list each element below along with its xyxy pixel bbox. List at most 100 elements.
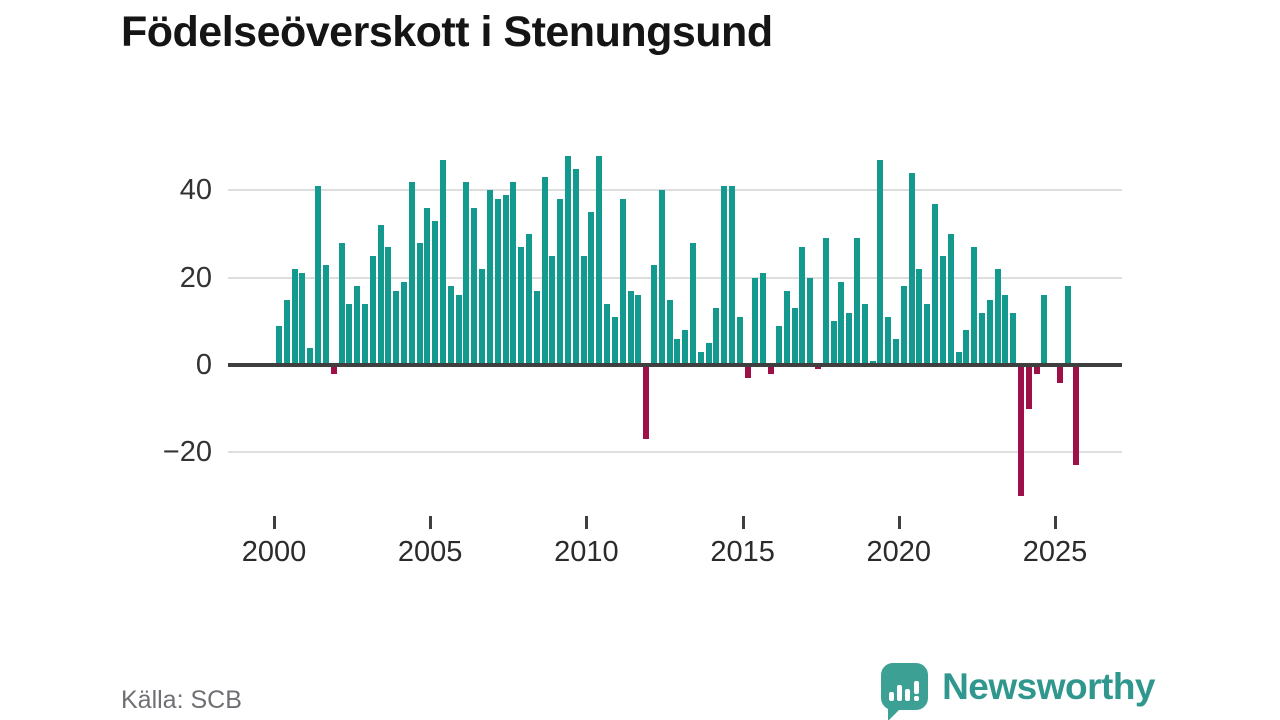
bar-chart-icon bbox=[889, 681, 920, 701]
bar-2012-q2 bbox=[658, 190, 665, 365]
bar-2013-q4 bbox=[705, 343, 712, 365]
bar-2008-q2 bbox=[533, 290, 540, 365]
y-axis-label-20: 20 bbox=[179, 261, 212, 294]
bar-2013-q1 bbox=[682, 330, 689, 365]
bar-2024-q3 bbox=[1041, 295, 1048, 365]
logo-bar-1 bbox=[889, 692, 895, 701]
bar-2025-q2 bbox=[1064, 286, 1071, 365]
bar-2012-q4 bbox=[674, 338, 681, 365]
bar-2005-q1 bbox=[432, 221, 439, 365]
bar-2016-q4 bbox=[799, 247, 806, 365]
x-tick-2005 bbox=[429, 516, 433, 529]
bar-2020-q3 bbox=[916, 269, 923, 365]
bar-2008-q3 bbox=[541, 177, 548, 365]
bar-2021-q4 bbox=[955, 351, 962, 365]
bar-2011-q4 bbox=[643, 365, 650, 440]
y-axis-label-40: 40 bbox=[179, 174, 212, 207]
bar-2006-q4 bbox=[486, 190, 493, 365]
bar-2022-q3 bbox=[978, 312, 985, 365]
bar-2014-q3 bbox=[729, 186, 735, 365]
x-tick-2000 bbox=[273, 516, 276, 529]
logo-bar-3 bbox=[905, 689, 911, 701]
x-tick-2025 bbox=[1054, 516, 1057, 529]
bar-2003-q3 bbox=[385, 247, 392, 365]
bar-2004-q4 bbox=[424, 207, 431, 365]
bar-2008-q1 bbox=[525, 234, 532, 365]
bar-2023-q1 bbox=[994, 269, 1001, 365]
chart-title: Födelseöverskott i Stenungsund bbox=[121, 8, 773, 56]
bar-2016-q1 bbox=[775, 325, 782, 365]
bar-2012-q1 bbox=[650, 264, 657, 365]
x-axis-label-2000: 2000 bbox=[241, 536, 307, 568]
bar-2007-q4 bbox=[518, 247, 525, 365]
bar-2009-q2 bbox=[565, 155, 571, 365]
newsworthy-logo: Newsworthy bbox=[881, 663, 1155, 720]
bar-2023-q2 bbox=[1002, 295, 1009, 365]
bar-2012-q3 bbox=[666, 299, 673, 365]
bar-2024-q2 bbox=[1033, 365, 1040, 374]
bar-2002-q2 bbox=[346, 303, 353, 365]
bar-2018-q3 bbox=[853, 238, 860, 365]
bar-2010-q2 bbox=[596, 155, 603, 365]
bar-2013-q2 bbox=[689, 242, 696, 365]
bar-2004-q2 bbox=[408, 181, 415, 365]
bar-2023-q4 bbox=[1017, 365, 1024, 496]
bar-2020-q1 bbox=[900, 286, 907, 365]
bar-2006-q1 bbox=[463, 181, 470, 365]
x-axis-label-2020: 2020 bbox=[866, 536, 932, 568]
x-axis-label-2005: 2005 bbox=[397, 536, 463, 568]
bar-2014-q2 bbox=[721, 186, 728, 365]
bar-2015-q4 bbox=[768, 365, 774, 374]
bar-2001-q1 bbox=[307, 347, 314, 365]
gridline-−20 bbox=[228, 451, 1122, 454]
y-axis-label-0: 0 bbox=[195, 349, 212, 381]
x-axis-label-2010: 2010 bbox=[554, 536, 619, 568]
bar-2006-q2 bbox=[471, 207, 478, 365]
exclamation-dot bbox=[914, 696, 920, 701]
bar-2014-q1 bbox=[713, 308, 720, 365]
exclamation-icon bbox=[914, 681, 920, 701]
bar-2005-q2 bbox=[440, 159, 446, 365]
bar-2003-q4 bbox=[393, 290, 400, 365]
bar-2007-q1 bbox=[494, 199, 501, 365]
bar-2011-q1 bbox=[619, 199, 626, 365]
x-tick-2020 bbox=[897, 516, 901, 529]
exclamation-stick bbox=[914, 681, 920, 694]
bar-2002-q3 bbox=[354, 286, 361, 365]
bar-2020-q2 bbox=[908, 172, 915, 365]
bar-2022-q1 bbox=[963, 330, 970, 365]
bar-2010-q3 bbox=[604, 303, 610, 365]
bar-2025-q1 bbox=[1057, 365, 1063, 383]
bar-2014-q4 bbox=[736, 317, 743, 365]
bar-2002-q4 bbox=[361, 303, 368, 365]
bar-2019-q2 bbox=[877, 159, 884, 365]
logo-bubble-tail bbox=[888, 708, 902, 720]
bar-2002-q1 bbox=[338, 242, 345, 365]
bar-2018-q1 bbox=[838, 282, 845, 365]
bar-2004-q3 bbox=[416, 242, 423, 365]
bar-2009-q4 bbox=[580, 255, 587, 365]
bar-2017-q3 bbox=[822, 238, 829, 365]
x-tick-2010 bbox=[585, 516, 589, 529]
source-text: Källa: SCB bbox=[121, 686, 242, 714]
bar-2000-q3 bbox=[291, 269, 298, 365]
x-axis-label-2025: 2025 bbox=[1022, 536, 1088, 568]
bar-2018-q2 bbox=[846, 312, 853, 365]
bar-2021-q2 bbox=[939, 255, 946, 365]
bar-2011-q2 bbox=[627, 290, 634, 365]
bar-2016-q3 bbox=[791, 308, 798, 365]
bar-2010-q4 bbox=[611, 317, 618, 365]
bar-2017-q1 bbox=[807, 277, 814, 365]
bar-2019-q3 bbox=[885, 317, 892, 365]
gridline-40 bbox=[228, 189, 1122, 192]
bar-2018-q4 bbox=[861, 303, 868, 365]
bar-2000-q2 bbox=[283, 299, 290, 365]
bar-2020-q4 bbox=[924, 303, 931, 365]
bar-2009-q3 bbox=[572, 168, 579, 365]
y-axis-label-−20: −20 bbox=[162, 436, 212, 469]
bar-2001-q4 bbox=[330, 365, 337, 374]
bar-2021-q1 bbox=[932, 203, 938, 365]
bar-2019-q1 bbox=[869, 360, 876, 365]
bar-2015-q3 bbox=[760, 273, 767, 365]
